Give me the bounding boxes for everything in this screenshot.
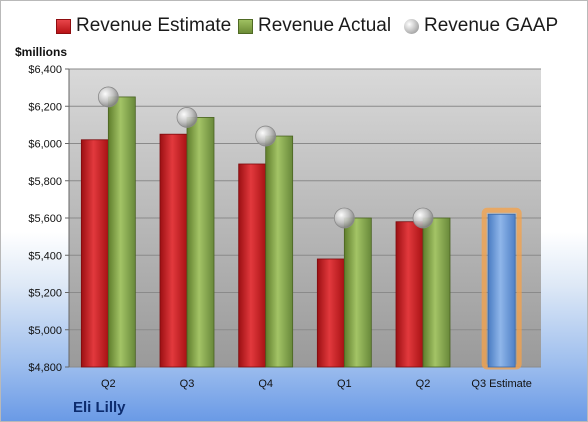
y-tick-label: $6,200 (28, 101, 62, 113)
legend-swatch-gaap (404, 18, 419, 34)
legend-label-estimate: Revenue Estimate (76, 15, 232, 36)
x-tick-label: Q4 (258, 378, 273, 390)
legend-label-gaap: Revenue GAAP (424, 15, 559, 36)
legend-item-actual: Revenue Actual (238, 15, 391, 37)
legend-swatch-actual (238, 18, 253, 34)
dot-revenue-gaap (97, 86, 119, 108)
y-tick-label: $6,400 (28, 64, 62, 76)
bar-revenue-estimate (395, 221, 424, 368)
x-tick-label: Q3 Estimate (471, 378, 532, 390)
bar-revenue-actual (186, 117, 215, 368)
y-tick-label: $5,400 (28, 250, 62, 262)
legend-label-actual: Revenue Actual (258, 15, 392, 36)
bar-revenue-estimate (80, 139, 109, 368)
y-tick-label: $5,800 (28, 176, 62, 188)
dot-revenue-gaap (333, 207, 355, 229)
x-tick-label: Q3 (180, 378, 195, 390)
x-tick-label: Q2 (101, 378, 116, 390)
y-tick-label: $5,600 (28, 213, 62, 225)
y-tick-label: $4,800 (28, 362, 62, 374)
x-tick-label: Q2 (416, 378, 431, 390)
bar-q3-estimate (487, 213, 516, 368)
x-tick-label: Q1 (337, 378, 352, 390)
legend-swatch-estimate (56, 18, 71, 34)
dot-revenue-gaap (412, 207, 434, 229)
bar-revenue-actual (343, 217, 372, 368)
y-tick-label: $5,200 (28, 288, 62, 300)
bar-revenue-actual (107, 96, 136, 368)
y-axis-unit-label: $millions (15, 45, 68, 59)
bar-revenue-estimate (159, 133, 188, 368)
dot-revenue-gaap (255, 125, 277, 147)
chart-legend: Revenue Estimate Revenue Actual Revenue … (1, 15, 587, 45)
dot-revenue-gaap (176, 107, 198, 128)
y-tick-label: $6,000 (28, 139, 62, 151)
y-tick-label: $5,000 (28, 325, 62, 337)
bar-revenue-actual (422, 217, 451, 368)
bar-revenue-estimate (316, 258, 345, 368)
bar-revenue-actual (265, 135, 294, 368)
bar-revenue-estimate (238, 163, 267, 368)
legend-item-gaap: Revenue GAAP (404, 15, 558, 37)
legend-item-estimate: Revenue Estimate (56, 15, 231, 37)
company-name: Eli Lilly (73, 399, 126, 416)
